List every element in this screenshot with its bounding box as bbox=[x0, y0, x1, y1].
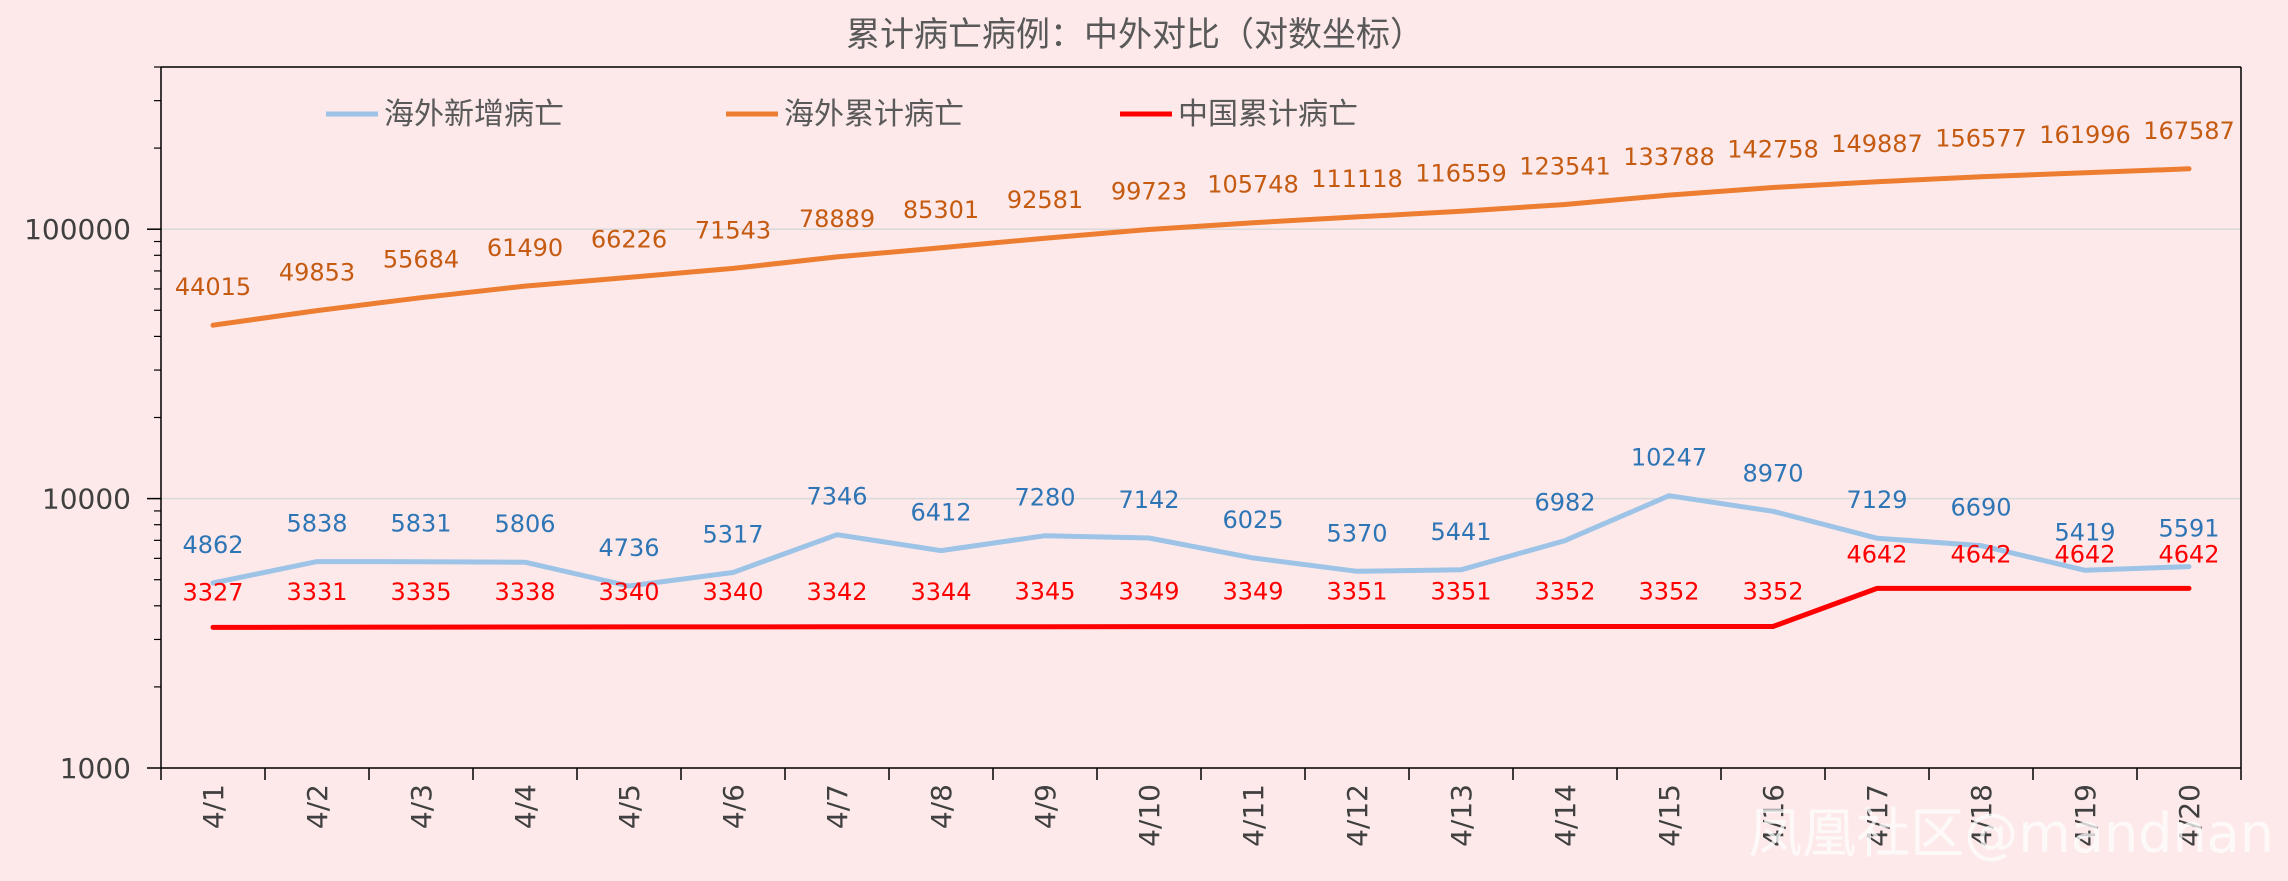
data-label: 44015 bbox=[175, 273, 251, 301]
data-label: 4642 bbox=[1950, 540, 2011, 568]
x-tick-label: 4/13 bbox=[1445, 784, 1478, 847]
data-label: 105748 bbox=[1207, 171, 1299, 199]
x-tick-label: 4/12 bbox=[1341, 784, 1374, 847]
data-label: 3331 bbox=[286, 578, 347, 606]
data-label: 5806 bbox=[494, 510, 555, 538]
data-label: 49853 bbox=[279, 259, 355, 287]
data-label: 61490 bbox=[487, 234, 563, 262]
x-tick-label: 4/19 bbox=[2069, 784, 2102, 847]
data-labels: 4862 5838 5831 5806 4736 5317 7346 6412 7280 7142… bbox=[175, 117, 2235, 607]
y-tick-label: 10000 bbox=[42, 483, 131, 516]
x-tick-label: 4/14 bbox=[1549, 784, 1582, 847]
series-line-2 bbox=[210, 166, 2192, 328]
data-label: 133788 bbox=[1623, 143, 1715, 171]
gridlines bbox=[161, 228, 2241, 500]
data-label: 7129 bbox=[1846, 486, 1907, 514]
data-label: 142758 bbox=[1727, 136, 1819, 164]
x-tick-label: 4/6 bbox=[717, 784, 750, 829]
x-tick-label: 4/20 bbox=[2173, 784, 2206, 847]
data-label: 5419 bbox=[2054, 518, 2115, 546]
data-label: 92581 bbox=[1007, 186, 1083, 214]
x-tick-label: 4/11 bbox=[1237, 784, 1270, 847]
x-tick-label: 4/3 bbox=[405, 784, 438, 829]
x-tick-label: 4/10 bbox=[1133, 784, 1166, 847]
data-label: 111118 bbox=[1311, 165, 1403, 193]
x-tick-label: 4/4 bbox=[509, 784, 542, 829]
data-label: 6690 bbox=[1950, 494, 2011, 522]
y-tick-labels: 1000 10000 100000 bbox=[24, 213, 131, 785]
data-label: 10247 bbox=[1631, 444, 1707, 472]
data-label: 71543 bbox=[695, 216, 771, 244]
x-tick-label: 4/18 bbox=[1965, 784, 1998, 847]
data-label: 85301 bbox=[903, 196, 979, 224]
data-label: 4642 bbox=[2054, 540, 2115, 568]
y-tick-label: 1000 bbox=[60, 752, 131, 785]
data-label: 78889 bbox=[799, 205, 875, 233]
data-label: 3335 bbox=[390, 578, 451, 606]
x-tick-label: 4/17 bbox=[1861, 784, 1894, 847]
data-label: 5838 bbox=[286, 510, 347, 538]
data-label: 7280 bbox=[1014, 484, 1075, 512]
x-tick-label: 4/15 bbox=[1653, 784, 1686, 847]
data-label: 5441 bbox=[1430, 518, 1491, 546]
data-label: 5317 bbox=[702, 521, 763, 549]
data-label: 3352 bbox=[1534, 577, 1595, 605]
data-label: 156577 bbox=[1935, 125, 2027, 153]
data-label: 3327 bbox=[182, 578, 243, 606]
x-tick-label: 4/7 bbox=[821, 784, 854, 829]
x-tick-label: 4/9 bbox=[1029, 784, 1062, 829]
data-label: 6982 bbox=[1534, 489, 1595, 517]
data-label: 3349 bbox=[1222, 578, 1283, 606]
y-tick-label: 100000 bbox=[24, 213, 131, 246]
data-label: 8970 bbox=[1742, 459, 1803, 487]
chart-title: 累计病亡病例：中外对比（对数坐标） bbox=[846, 15, 1424, 55]
series-line-1 bbox=[210, 493, 2192, 589]
data-label: 3349 bbox=[1118, 578, 1179, 606]
data-label: 3351 bbox=[1430, 578, 1491, 606]
x-tick-label: 4/1 bbox=[197, 784, 230, 829]
data-label: 4642 bbox=[1846, 540, 1907, 568]
series-lines bbox=[210, 166, 2192, 630]
data-label: 99723 bbox=[1111, 178, 1187, 206]
data-label: 6412 bbox=[910, 499, 971, 527]
x-tick-label: 4/16 bbox=[1757, 784, 1790, 847]
data-label: 4736 bbox=[598, 534, 659, 562]
data-label: 3338 bbox=[494, 578, 555, 606]
data-label: 66226 bbox=[591, 225, 667, 253]
data-label: 7142 bbox=[1118, 486, 1179, 514]
data-label: 3345 bbox=[1014, 578, 1075, 606]
data-label: 3351 bbox=[1326, 578, 1387, 606]
data-label: 3342 bbox=[806, 578, 867, 606]
x-tick-label: 4/8 bbox=[925, 784, 958, 829]
watermark-text: 凤凰社区@mandnan bbox=[1748, 802, 2274, 865]
data-label: 6025 bbox=[1222, 506, 1283, 534]
data-label: 3340 bbox=[598, 578, 659, 606]
data-label: 3340 bbox=[702, 578, 763, 606]
data-label: 3352 bbox=[1742, 577, 1803, 605]
data-label: 5591 bbox=[2158, 515, 2219, 543]
legend-entry: 海外新增病亡 bbox=[384, 97, 564, 132]
data-label: 116559 bbox=[1415, 159, 1507, 187]
data-label: 167587 bbox=[2143, 117, 2235, 145]
data-label: 7346 bbox=[806, 483, 867, 511]
data-label: 149887 bbox=[1831, 130, 1923, 158]
series-line-3 bbox=[210, 585, 2192, 630]
x-tick-label: 4/5 bbox=[613, 784, 646, 829]
x-tick-label: 4/2 bbox=[301, 784, 334, 829]
data-label: 123541 bbox=[1519, 152, 1611, 180]
data-label: 4862 bbox=[182, 531, 243, 559]
data-label: 3352 bbox=[1638, 577, 1699, 605]
x-tick-labels: 4/1 4/2 4/3 4/4 4/5 4/6 4/7 4/8 4/9 4/10 4/11 4/12 4… bbox=[197, 784, 2206, 847]
data-label: 5370 bbox=[1326, 519, 1387, 547]
data-label: 161996 bbox=[2039, 121, 2131, 149]
data-label: 5831 bbox=[390, 510, 451, 538]
legend: 海外新增病亡 海外累计病亡 中国累计病亡 bbox=[326, 97, 1358, 132]
data-label: 4642 bbox=[2158, 540, 2219, 568]
data-label: 3344 bbox=[910, 578, 971, 606]
data-label: 55684 bbox=[383, 246, 459, 274]
axes bbox=[147, 66, 2242, 780]
legend-entry: 海外累计病亡 bbox=[784, 97, 964, 132]
legend-entry: 中国累计病亡 bbox=[1178, 97, 1358, 132]
